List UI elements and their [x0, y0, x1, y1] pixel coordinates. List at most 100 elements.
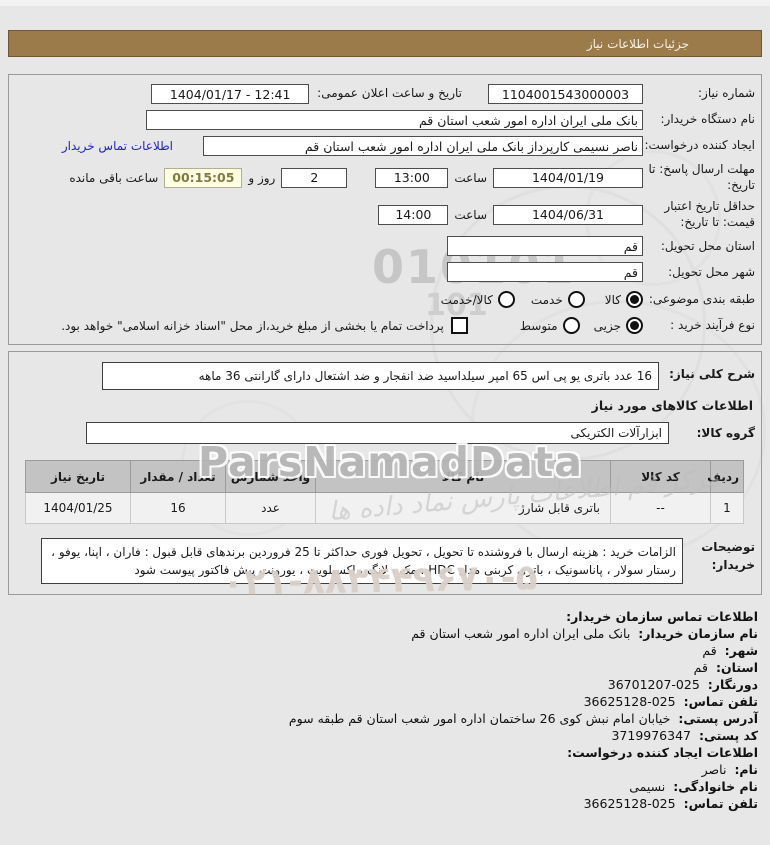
- table-row: 1 -- باتری قابل شارژ عدد 16 1404/01/25: [25, 492, 744, 525]
- col-item-code: کد کالا: [610, 460, 711, 494]
- buyer-notes-box: الزامات خرید : هزینه ارسال با فروشنده تا…: [41, 538, 683, 585]
- goods-group-row: گروه کالا: ابزارآلات الکتریکی: [15, 422, 755, 445]
- need-description-row: شرح کلی نیاز: 16 عدد باتری یو پی اس 65 ا…: [15, 362, 755, 391]
- contact-value: 36701207-025: [607, 677, 700, 693]
- radio-unselected-icon[interactable]: [497, 291, 515, 309]
- title-bar: جزئیات اطلاعات نیاز: [8, 30, 762, 57]
- contact-label: دورنگار:: [707, 677, 758, 693]
- col-row-number: ردیف: [707, 460, 744, 494]
- cell-unit: عدد: [225, 492, 316, 525]
- contact-org-name: نام سازمان خریدار: بانک ملی ایران اداره …: [12, 626, 758, 642]
- reply-deadline-time-field[interactable]: 13:00: [375, 167, 449, 188]
- col-quantity: تعداد / مقدار: [130, 460, 226, 494]
- need-description-box: 16 عدد باتری یو پی اس 65 امپر سیلداسید ض…: [102, 362, 659, 391]
- goods-group-field[interactable]: ابزارآلات الکتریکی: [86, 422, 669, 445]
- creator-first-name: نام: ناصر: [12, 762, 758, 778]
- contact-phone: تلفن تماس: 36625128-025: [12, 694, 758, 710]
- request-creator-row: ایجاد کننده درخواست: ناصر نسیمی کارپرداز…: [15, 136, 755, 156]
- need-number-label: شماره نیاز:: [698, 86, 755, 101]
- contact-label: آدرس پستی:: [678, 711, 758, 727]
- contact-section: اطلاعات تماس سازمان خریدار: نام سازمان خ…: [12, 609, 758, 812]
- contact-value: خیابان امام نبش کوی 26 ساختمان اداره امو…: [288, 711, 671, 727]
- delivery-province-row: استان محل تحویل: قم: [15, 236, 755, 257]
- contact-province: استان: قم: [12, 660, 758, 676]
- purchase-option-minor[interactable]: جزیی: [593, 317, 643, 335]
- col-item-name: نام کالا: [315, 460, 611, 494]
- price-validity-hour-label: ساعت: [454, 207, 487, 222]
- goods-table-header-row: ردیف کد کالا نام کالا واحد شمارش تعداد /…: [25, 460, 744, 494]
- contact-value: 36625128-025: [583, 796, 676, 812]
- need-number-row: شماره نیاز: 1104001543000003 تاریخ و ساع…: [15, 84, 755, 104]
- price-validity-date-field[interactable]: 1404/06/31: [493, 204, 643, 225]
- contact-value: 3719976347: [611, 728, 691, 744]
- subject-class-row: طبقه بندی موضوعی: کالا خدمت کالا/خدمت: [15, 291, 755, 309]
- goods-panel: شرح کلی نیاز: 16 عدد باتری یو پی اس 65 ا…: [8, 351, 762, 596]
- contact-fax: دورنگار: 36701207-025: [12, 677, 758, 693]
- treasury-docs-checkbox-label: پرداخت تمام یا بخشی از مبلغ خرید،از محل …: [61, 318, 444, 333]
- need-description-label: شرح کلی نیاز:: [669, 367, 755, 382]
- days-and-label: روز و: [248, 170, 276, 185]
- purchase-option-minor-label: جزیی: [593, 318, 621, 333]
- contact-value: ناصر: [701, 762, 727, 778]
- price-validity-time-field[interactable]: 14:00: [378, 204, 449, 225]
- price-validity-label: حداقل تاریخ اعتبار قیمت: تا تاریخ:: [664, 199, 755, 229]
- hours-remaining-label: ساعت باقی مانده: [69, 170, 159, 185]
- need-number-field[interactable]: 1104001543000003: [488, 84, 643, 104]
- contact-label: تلفن تماس:: [683, 796, 758, 812]
- contact-label: نام خانوادگی:: [673, 779, 758, 795]
- reply-deadline-date-field[interactable]: 1404/01/19: [493, 167, 643, 188]
- subject-option-service[interactable]: خدمت: [531, 291, 585, 309]
- contact-label: نام:: [734, 762, 758, 778]
- need-info-panel: شماره نیاز: 1104001543000003 تاریخ و ساع…: [8, 74, 762, 346]
- contact-heading: اطلاعات تماس سازمان خریدار:: [566, 609, 758, 625]
- subject-option-goods-label: کالا: [604, 292, 621, 307]
- goods-group-label: گروه کالا:: [696, 426, 755, 441]
- delivery-province-field[interactable]: قم: [447, 236, 643, 257]
- deadline-hour-label: ساعت: [454, 170, 487, 185]
- contact-postal-code: کد پستی: 3719976347: [12, 728, 758, 744]
- creator-last-name: نام خانوادگی: نسیمی: [12, 779, 758, 795]
- reply-deadline-label: مهلت ارسال پاسخ: تا تاریخ:: [648, 162, 755, 192]
- delivery-city-field[interactable]: قم: [447, 262, 643, 283]
- cell-row-number: 1: [710, 492, 744, 525]
- buyer-notes-label: توضیحات خریدار:: [701, 540, 755, 573]
- announce-datetime-field[interactable]: 1404/01/17 - 12:41: [151, 84, 310, 104]
- creator-phone: تلفن تماس: 36625128-025: [12, 796, 758, 812]
- contact-value: قم: [693, 660, 708, 676]
- purchase-option-medium[interactable]: متوسط: [519, 317, 580, 335]
- reply-deadline-row: مهلت ارسال پاسخ: تا تاریخ: 1404/01/19 سا…: [15, 162, 755, 193]
- cell-quantity: 16: [130, 492, 226, 525]
- page-title: جزئیات اطلاعات نیاز: [586, 36, 689, 51]
- purchase-type-label: نوع فرآیند خرید :: [670, 318, 755, 333]
- buyer-org-field[interactable]: بانک ملی ایران اداره امور شعب استان قم: [146, 110, 643, 130]
- cell-need-date: 1404/01/25: [25, 492, 131, 525]
- subject-option-goods-service[interactable]: کالا/خدمت: [440, 291, 515, 309]
- contact-label: شهر:: [724, 643, 758, 659]
- creator-contact-heading: اطلاعات ایجاد کننده درخواست:: [567, 745, 758, 761]
- radio-selected-icon[interactable]: [626, 291, 643, 309]
- contact-value: نسیمی: [629, 779, 666, 795]
- radio-unselected-icon[interactable]: [562, 317, 580, 335]
- contact-address: آدرس پستی: خیابان امام نبش کوی 26 ساختما…: [12, 711, 758, 727]
- contact-label: تلفن تماس:: [683, 694, 758, 710]
- contact-label: استان:: [715, 660, 758, 676]
- goods-section-heading: اطلاعات کالاهای مورد نیاز: [591, 398, 753, 414]
- treasury-docs-checkbox[interactable]: [450, 317, 468, 335]
- cell-item-name: باتری قابل شارژ: [315, 492, 611, 525]
- subject-class-label: طبقه بندی موضوعی:: [648, 292, 755, 307]
- radio-selected-icon[interactable]: [626, 317, 643, 335]
- contact-value: 36625128-025: [583, 694, 676, 710]
- countdown-timer: 00:15:05: [164, 167, 243, 188]
- purchase-type-row: نوع فرآیند خرید : جزیی متوسط پرداخت تمام…: [15, 317, 755, 335]
- contact-label: کد پستی:: [698, 728, 758, 744]
- buyer-notes-row: توضیحات خریدار: الزامات خرید : هزینه ارس…: [15, 538, 755, 585]
- subject-option-goods[interactable]: کالا: [604, 291, 643, 309]
- subject-option-goods-service-label: کالا/خدمت: [440, 292, 493, 307]
- purchase-option-medium-label: متوسط: [519, 318, 558, 333]
- goods-table: ردیف کد کالا نام کالا واحد شمارش تعداد /…: [25, 460, 744, 525]
- remaining-days-field[interactable]: 2: [281, 167, 348, 188]
- col-unit: واحد شمارش: [225, 460, 316, 494]
- buyer-contact-link[interactable]: اطلاعات تماس خریدار: [61, 139, 173, 153]
- request-creator-field[interactable]: ناصر نسیمی کارپرداز بانک ملی ایران اداره…: [203, 136, 643, 156]
- radio-unselected-icon[interactable]: [567, 291, 585, 309]
